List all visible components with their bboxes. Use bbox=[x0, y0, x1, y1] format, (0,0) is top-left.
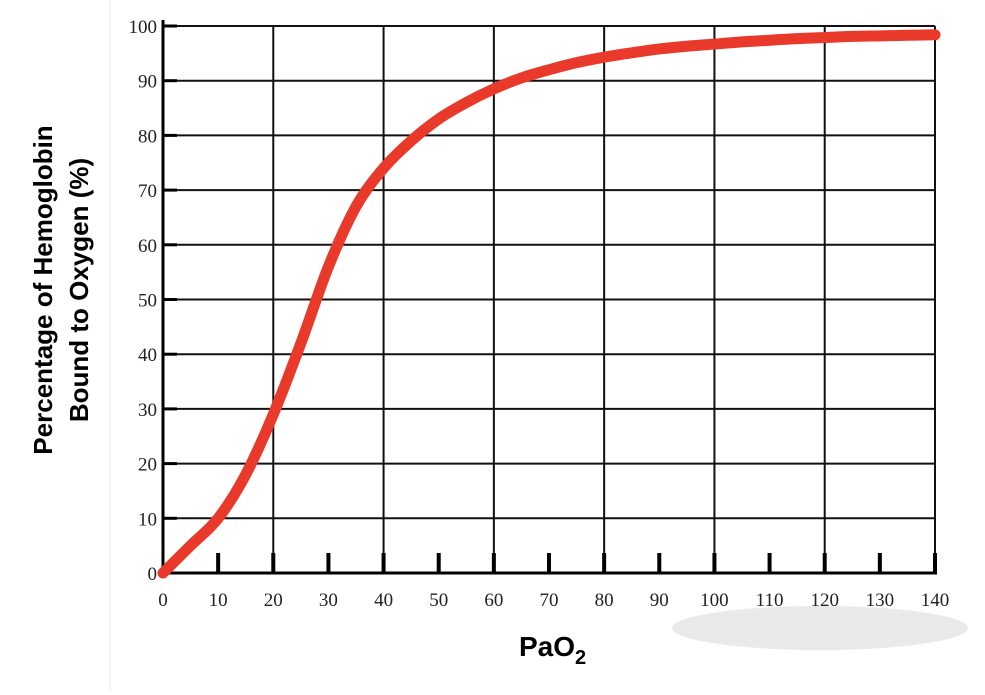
series-point bbox=[438, 118, 440, 120]
x-tick-label: 100 bbox=[700, 590, 729, 611]
series-point bbox=[796, 38, 798, 40]
y-axis-label-line1: Percentage of Hemoglobin bbox=[28, 125, 58, 454]
x-tick-label: 90 bbox=[650, 590, 669, 611]
series-point bbox=[300, 342, 302, 344]
series-point bbox=[217, 517, 219, 519]
y-tick-label: 10 bbox=[138, 509, 157, 530]
series-point bbox=[548, 69, 550, 71]
series-point bbox=[327, 266, 329, 268]
y-tick-label: 70 bbox=[138, 181, 157, 202]
redaction-smudge bbox=[672, 606, 968, 650]
x-tick-label: 110 bbox=[756, 590, 784, 611]
series-point bbox=[162, 572, 164, 574]
x-axis-label-subscript: 2 bbox=[575, 647, 586, 669]
y-axis-label-line2: Bound to Oxygen (%) bbox=[64, 158, 94, 422]
y-tick-label: 80 bbox=[138, 126, 157, 147]
x-tick-label: 50 bbox=[429, 590, 448, 611]
x-tick-label: 70 bbox=[540, 590, 559, 611]
series-point bbox=[493, 88, 495, 90]
series-point bbox=[686, 45, 688, 47]
y-tick-label: 100 bbox=[129, 17, 158, 38]
axis-labels: Percentage of Hemoglobin Bound to Oxygen… bbox=[28, 125, 586, 669]
x-tick-label: 60 bbox=[484, 590, 503, 611]
x-tick-label: 80 bbox=[595, 590, 614, 611]
series-point bbox=[741, 41, 743, 43]
series-point bbox=[631, 52, 633, 54]
y-tick-label: 50 bbox=[138, 291, 157, 312]
series-point bbox=[769, 39, 771, 41]
series-point bbox=[713, 43, 715, 45]
series-point bbox=[658, 48, 660, 50]
y-tick-label: 30 bbox=[138, 400, 157, 421]
x-tick-label: 40 bbox=[374, 590, 393, 611]
x-tick-label: 10 bbox=[209, 590, 228, 611]
series-point bbox=[190, 545, 192, 547]
series-point bbox=[934, 34, 936, 36]
series-line-0 bbox=[157, 29, 941, 579]
x-tick-label: 140 bbox=[921, 590, 950, 611]
series-point bbox=[906, 34, 908, 36]
series-point bbox=[383, 167, 385, 169]
series-point bbox=[603, 56, 605, 58]
tick-labels: 0 10 20 30 40 50 60 70 80 90 100 110 120 130 140 0 10 20 3… bbox=[129, 17, 950, 611]
x-axis-label-main: PaO bbox=[519, 631, 575, 662]
series-point bbox=[245, 474, 247, 476]
x-tick-label: 20 bbox=[264, 590, 283, 611]
series-point bbox=[851, 35, 853, 37]
grid-lines bbox=[163, 25, 936, 573]
series-point bbox=[879, 35, 881, 37]
series-point bbox=[576, 62, 578, 64]
series-layer bbox=[157, 29, 941, 579]
series-point bbox=[520, 77, 522, 79]
series-point bbox=[355, 206, 357, 208]
y-tick-label: 90 bbox=[138, 72, 157, 93]
y-tick-label: 40 bbox=[138, 345, 157, 366]
axes bbox=[161, 20, 937, 575]
x-tick-label: 0 bbox=[158, 590, 168, 611]
x-tick-label: 30 bbox=[319, 590, 338, 611]
y-tick-label: 20 bbox=[138, 455, 157, 476]
y-tick-label: 60 bbox=[138, 236, 157, 257]
x-tick-label: 130 bbox=[866, 590, 895, 611]
y-tick-label: 0 bbox=[148, 564, 158, 585]
series-point bbox=[465, 102, 467, 104]
series-point bbox=[272, 413, 274, 415]
series-point bbox=[824, 36, 826, 38]
series-point bbox=[410, 140, 412, 142]
x-tick-label: 120 bbox=[810, 590, 839, 611]
x-axis-label: PaO2 bbox=[519, 631, 586, 669]
